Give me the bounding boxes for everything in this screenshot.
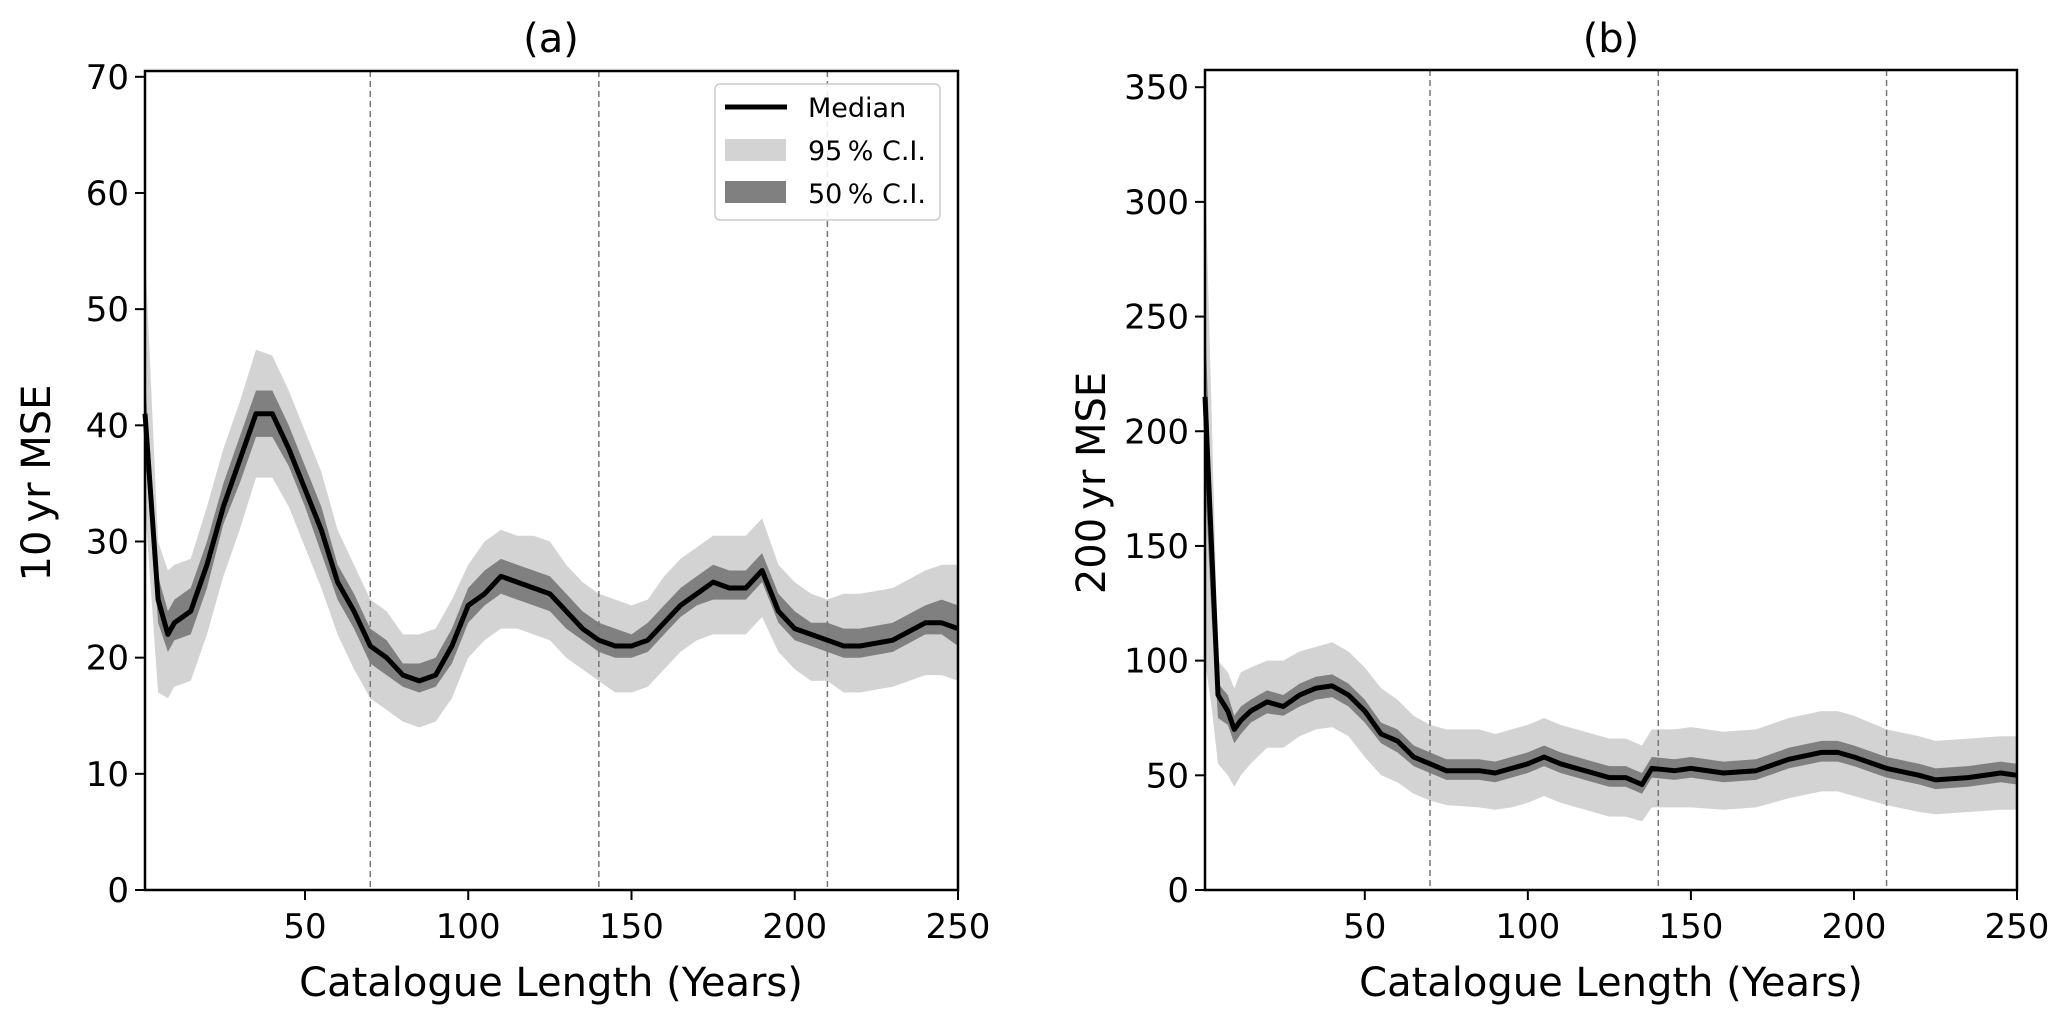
- panel-b-ylabel: 200 yr MSE: [1069, 372, 1115, 594]
- x-tick-label: 150: [599, 907, 664, 947]
- legend-ci50-label: 50 % C.I.: [808, 179, 926, 210]
- y-tick-label: 350: [1124, 68, 1189, 108]
- median-line: [142, 411, 959, 684]
- axes-frame: [1203, 68, 2019, 892]
- legend-ci95-swatch: [725, 139, 786, 161]
- y-tick-label: 20: [86, 639, 129, 679]
- y-tick-label: 40: [86, 406, 129, 446]
- panel-a-plot-area: [142, 69, 960, 892]
- ci95-band: [145, 251, 958, 728]
- panel-b-plot-area: [1202, 68, 2019, 892]
- legend-ci50-swatch: [725, 181, 786, 203]
- panel-b: (b) Catalogue Length (Years) 200 yr MSE …: [1069, 16, 2049, 1006]
- x-tick-label: 50: [1343, 907, 1386, 947]
- y-tick-label: 50: [1146, 756, 1189, 796]
- panel-b-title: (b): [1583, 16, 1640, 62]
- y-tick-label: 150: [1124, 527, 1189, 567]
- y-tick-label: 60: [86, 174, 129, 214]
- y-tick-label: 250: [1124, 298, 1189, 338]
- y-tick-label: 30: [86, 522, 129, 562]
- ci50-band: [145, 378, 958, 693]
- x-tick-label: 200: [762, 907, 827, 947]
- median-line: [1202, 396, 2018, 787]
- legend-median-label: Median: [808, 93, 906, 124]
- x-tick-label: 250: [926, 907, 991, 947]
- panel-b-ticks: 50 100 150 200 250 0 50 100 150 200 250 300 350: [1124, 68, 2049, 947]
- x-tick-label: 100: [436, 907, 501, 947]
- ci95-band: [1205, 167, 2017, 822]
- y-tick-label: 100: [1124, 642, 1189, 682]
- x-tick-label: 50: [283, 907, 326, 947]
- x-tick-label: 100: [1495, 907, 1560, 947]
- panel-a-xlabel: Catalogue Length (Years): [299, 960, 803, 1006]
- y-tick-label: 70: [86, 58, 129, 98]
- axes-frame: [143, 69, 960, 892]
- panel-a: (a) Catalogue Length (Years) 10 yr MSE 5…: [14, 16, 990, 1006]
- y-tick-label: 200: [1124, 412, 1189, 452]
- panel-a-title: (a): [523, 16, 579, 62]
- panel-a-ticks: 50 100 150 200 250 0 10 20 30 40 50 60 70: [86, 58, 991, 947]
- panel-b-xlabel: Catalogue Length (Years): [1359, 960, 1863, 1006]
- legend: Median 95 % C.I. 50 % C.I.: [714, 83, 941, 221]
- x-tick-label: 200: [1821, 907, 1886, 947]
- y-tick-label: 300: [1124, 183, 1189, 223]
- y-tick-label: 10: [86, 755, 129, 795]
- y-tick-label: 0: [107, 871, 129, 911]
- panel-a-ylabel: 10 yr MSE: [14, 385, 60, 582]
- y-tick-label: 50: [86, 290, 129, 330]
- legend-ci95-label: 95 % C.I.: [808, 136, 926, 167]
- x-tick-label: 250: [1985, 907, 2050, 947]
- y-tick-label: 0: [1167, 871, 1189, 911]
- x-tick-label: 150: [1658, 907, 1723, 947]
